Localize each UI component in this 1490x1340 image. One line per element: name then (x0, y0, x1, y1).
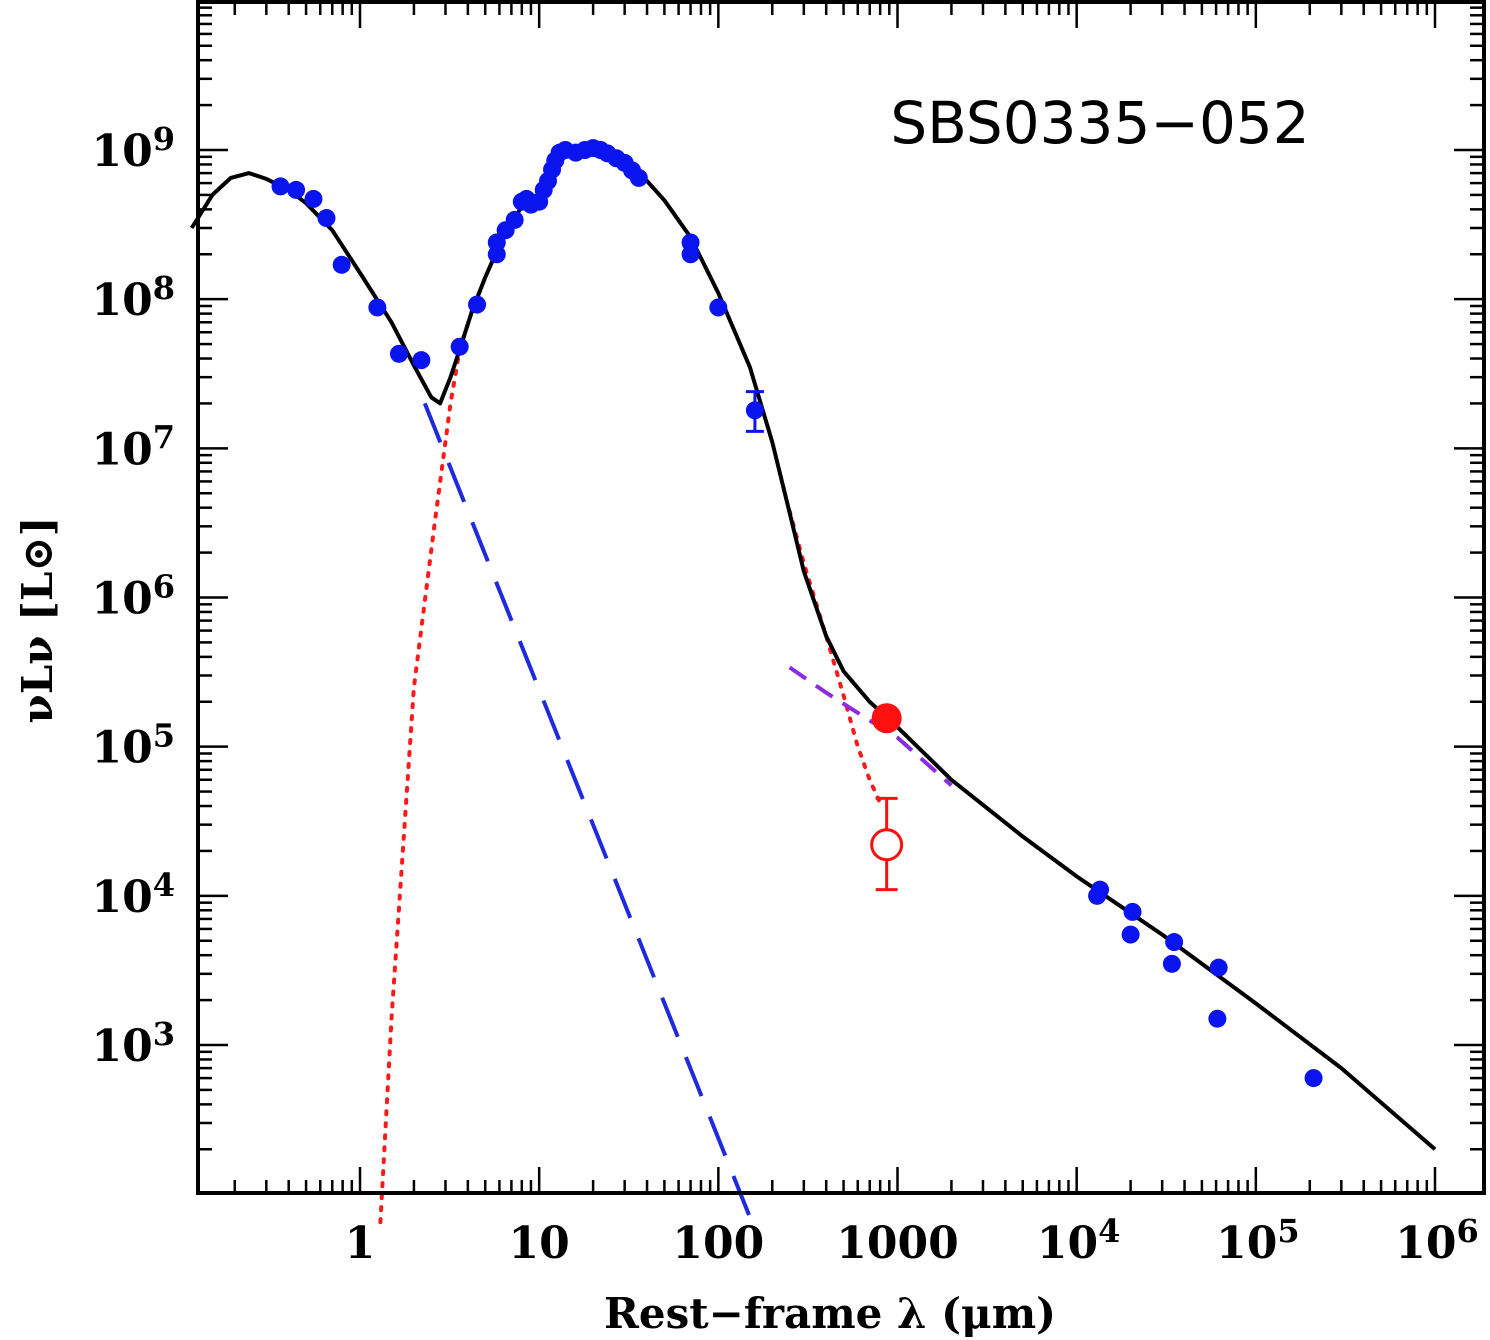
x-tick-label: 1 (345, 1218, 376, 1269)
radio-model-curve (788, 665, 953, 787)
plot-frame (196, 0, 1486, 1195)
data-point (681, 245, 700, 264)
data-point (1162, 954, 1181, 973)
y-tick-label: 104 (92, 866, 176, 923)
data-point (629, 168, 648, 187)
data-point (1304, 1069, 1323, 1088)
x-tick-label: 105 (1216, 1212, 1300, 1269)
x-tick-label: 106 (1395, 1212, 1479, 1269)
data-points (271, 139, 1323, 1088)
axis-ticks (198, 2, 1484, 1193)
data-point (468, 295, 487, 314)
data-point (368, 298, 387, 317)
data-point (332, 255, 351, 274)
y-tick-label: 109 (92, 120, 176, 177)
data-point (505, 210, 524, 229)
data-point (389, 344, 408, 363)
data-point (1123, 902, 1142, 921)
x-tick-label: 100 (672, 1218, 764, 1269)
radio-line (788, 665, 953, 787)
y-tick-label: 108 (92, 269, 176, 326)
stellar-model-curve (422, 402, 752, 1219)
object-name-annotation: SBS0335−052 (890, 89, 1309, 157)
dust-model-curves (378, 275, 883, 1225)
y-axis-title: νLν [L⊙] (13, 517, 62, 724)
x-tick-labels: 1 10 100 1000 104 105 106 (345, 1212, 1479, 1269)
submm-upper-point (870, 828, 904, 862)
data-point (304, 189, 323, 208)
data-point (450, 337, 469, 356)
data-point (271, 177, 290, 196)
stellar-line (422, 402, 752, 1219)
data-point (412, 351, 431, 370)
data-point (1209, 958, 1228, 977)
data-point (1121, 925, 1140, 944)
y-tick-label: 107 (92, 418, 176, 475)
y-tick-label: 105 (92, 717, 176, 774)
data-point (709, 298, 728, 317)
data-point (317, 209, 336, 228)
data-point (287, 180, 306, 199)
dust_tail-line (787, 509, 883, 805)
data-point (1208, 1009, 1227, 1028)
y-tick-labels: 103 104 105 106 107 108 109 (92, 120, 176, 1072)
y-tick-label: 106 (92, 568, 176, 625)
x-axis-title: Rest−frame λ (μm) (604, 1289, 1056, 1338)
dust-line (378, 275, 488, 1225)
x-tick-label: 104 (1037, 1212, 1121, 1269)
x-tick-label: 1000 (836, 1218, 958, 1269)
x-tick-label: 10 (509, 1218, 570, 1269)
submm-detection-point (871, 703, 902, 734)
data-point (1165, 933, 1184, 952)
data-point (1091, 880, 1110, 899)
y-tick-label: 103 (92, 1015, 176, 1072)
